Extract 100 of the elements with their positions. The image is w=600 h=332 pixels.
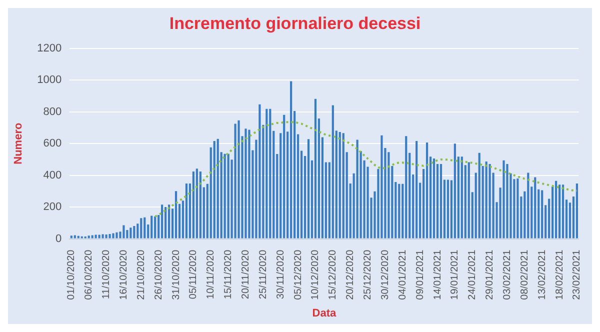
bar xyxy=(213,141,216,238)
bar xyxy=(234,124,236,238)
x-tick-label: 31/10/2020 xyxy=(170,249,182,300)
y-tick-label: 0 xyxy=(56,232,62,245)
bar xyxy=(192,171,194,238)
bar xyxy=(116,232,118,238)
bar xyxy=(227,154,230,238)
x-tick-label: 24/01/2021 xyxy=(467,249,478,300)
bar xyxy=(154,216,156,238)
bar xyxy=(558,184,561,238)
bar xyxy=(105,234,108,238)
bar xyxy=(446,180,450,238)
bar xyxy=(248,130,250,238)
bar xyxy=(108,234,111,238)
y-tick-label: 1000 xyxy=(37,74,62,86)
line-series xyxy=(154,121,578,218)
y-axis-title: Numero xyxy=(12,122,25,164)
x-tick-label: 18/02/2021 xyxy=(554,249,566,300)
bar xyxy=(576,184,578,238)
x-tick-label: 21/10/2020 xyxy=(136,249,147,300)
x-tick-label: 03/02/2021 xyxy=(502,249,513,300)
x-tick-label: 16/10/2020 xyxy=(118,249,130,300)
bar xyxy=(133,226,136,238)
bar xyxy=(555,180,558,238)
x-tick-label: 29/01/2021 xyxy=(484,249,496,300)
bar xyxy=(506,164,508,238)
bar xyxy=(94,234,97,238)
bar xyxy=(338,132,341,238)
bar xyxy=(122,225,125,238)
x-tick-label: 19/01/2021 xyxy=(450,249,461,300)
bar xyxy=(527,172,530,238)
bar xyxy=(426,142,428,238)
bar xyxy=(356,140,358,238)
bar xyxy=(199,171,202,238)
x-tick-label: 25/12/2020 xyxy=(362,249,374,300)
bar xyxy=(174,191,178,238)
bar xyxy=(398,184,400,238)
bar xyxy=(150,216,153,238)
bar xyxy=(224,154,226,238)
bar xyxy=(244,128,247,238)
bar xyxy=(185,184,188,238)
x-tick-label: 10/12/2020 xyxy=(310,249,322,300)
x-tick-label: 11/10/2020 xyxy=(101,249,112,300)
chart-title: Incremento giornaliero decessi xyxy=(169,14,421,33)
bar xyxy=(541,190,544,238)
x-tick-label: 08/02/2021 xyxy=(519,249,530,300)
bar xyxy=(534,177,536,238)
x-tick-label: 20/11/2020 xyxy=(240,249,252,300)
bar xyxy=(432,158,436,238)
bar xyxy=(98,234,100,238)
bar xyxy=(161,204,164,238)
x-tick-label: 30/12/2020 xyxy=(380,249,391,300)
bar xyxy=(74,235,76,238)
x-tick-label: 23/02/2021 xyxy=(572,249,583,300)
x-tick-label: 20/12/2020 xyxy=(345,249,356,300)
bar xyxy=(478,152,480,238)
x-tick-label: 13/02/2021 xyxy=(536,249,548,300)
x-tick-label: 15/12/2020 xyxy=(328,249,339,300)
x-tick-label: 25/11/2020 xyxy=(258,249,269,300)
bar xyxy=(380,135,383,238)
bar xyxy=(290,81,292,238)
bar xyxy=(307,139,310,238)
bar xyxy=(102,234,104,238)
x-tick-label: 14/01/2021 xyxy=(432,249,444,300)
y-tick-label: 400 xyxy=(43,169,62,182)
bar xyxy=(238,120,240,238)
bar xyxy=(454,144,456,238)
bar xyxy=(440,164,442,238)
x-tick-label: 15/11/2020 xyxy=(223,249,234,300)
bar xyxy=(516,178,519,238)
x-tick-label: 05/11/2020 xyxy=(188,249,200,300)
x-tick-label: 26/10/2020 xyxy=(153,249,164,300)
bar xyxy=(342,133,344,238)
x-tick-label: 06/10/2020 xyxy=(84,249,95,300)
bar xyxy=(562,184,564,238)
bar xyxy=(77,236,80,238)
bar xyxy=(168,204,170,238)
x-tick-label: 04/01/2021 xyxy=(397,249,408,300)
x-axis-title: Data xyxy=(312,307,337,320)
bar xyxy=(91,235,94,238)
y-tick-label: 600 xyxy=(43,138,62,150)
x-tick-label: 10/11/2020 xyxy=(206,249,217,300)
bar xyxy=(485,162,488,238)
y-tick-label: 200 xyxy=(43,201,62,214)
bar xyxy=(332,105,334,238)
bar xyxy=(196,168,198,238)
bar xyxy=(130,228,132,238)
bar xyxy=(468,162,470,238)
bar xyxy=(112,233,114,238)
y-tick-label: 800 xyxy=(43,106,62,118)
bar xyxy=(388,152,390,238)
x-tick-label: 01/10/2020 xyxy=(66,249,78,300)
bar xyxy=(502,160,505,238)
bar xyxy=(216,138,219,238)
bar xyxy=(164,207,167,238)
bar xyxy=(140,218,142,238)
bar xyxy=(416,141,418,238)
bar xyxy=(266,108,268,238)
bar xyxy=(144,217,146,238)
y-tick-label: 1200 xyxy=(37,42,62,54)
